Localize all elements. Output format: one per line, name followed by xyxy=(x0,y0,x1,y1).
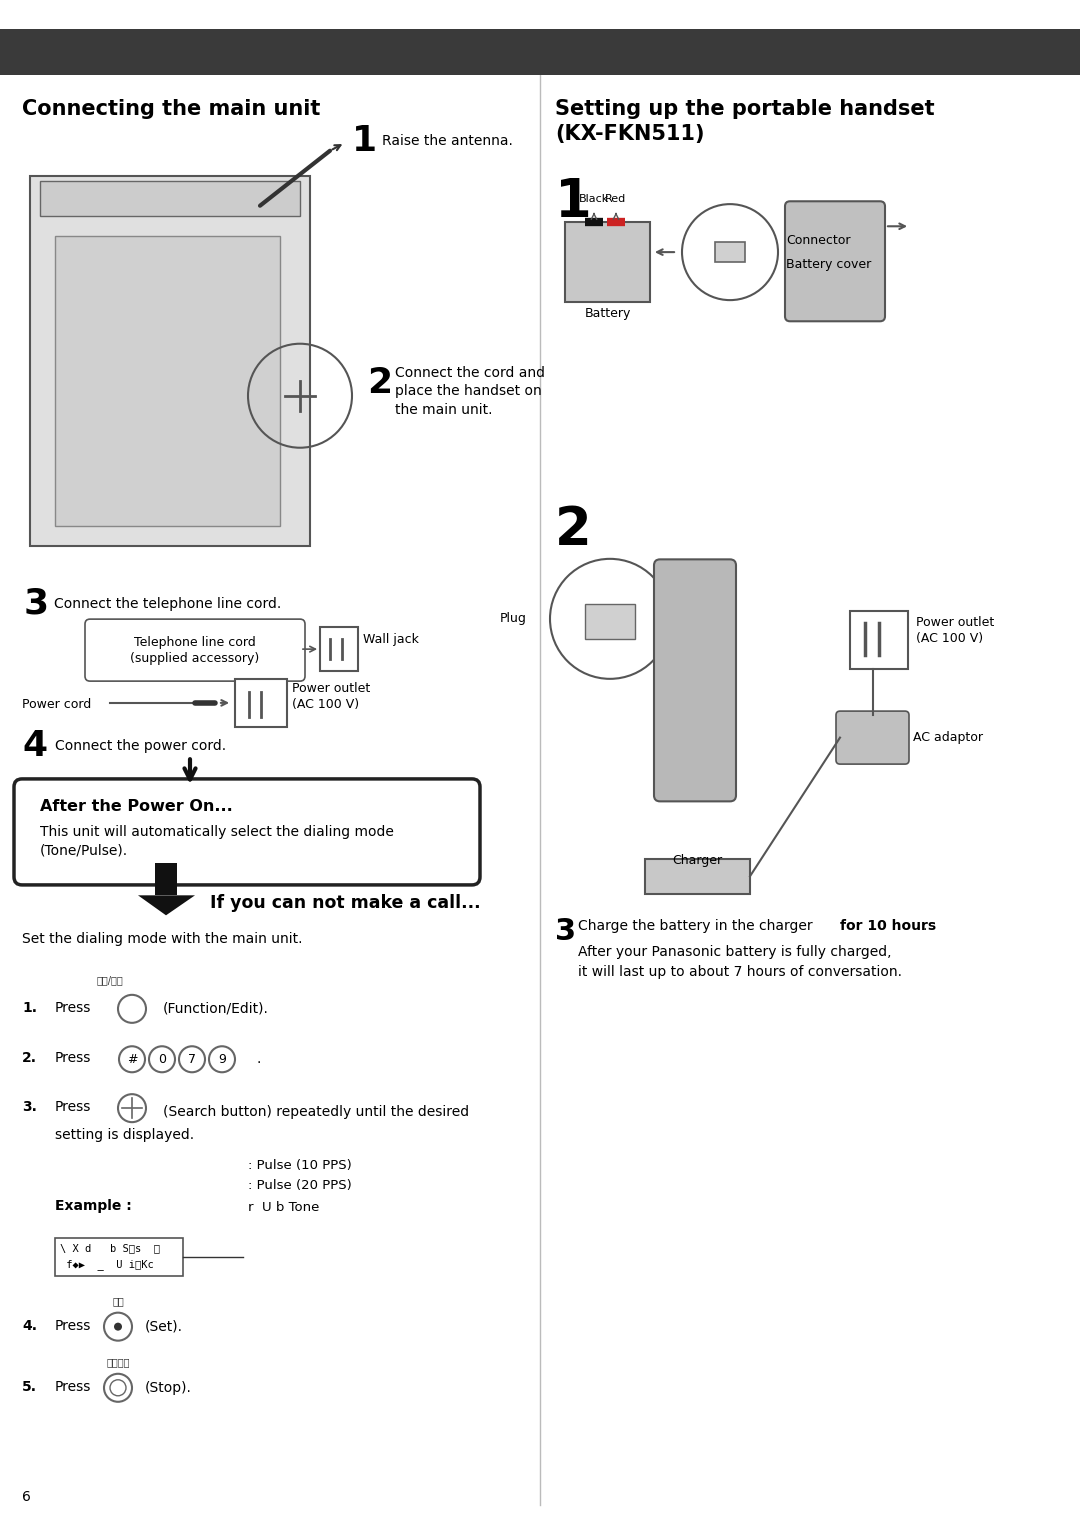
Text: (Search button) repeatedly until the desired: (Search button) repeatedly until the des… xyxy=(163,1105,469,1118)
Text: (Function/Edit).: (Function/Edit). xyxy=(163,1002,269,1016)
Text: If you can not make a call...: If you can not make a call... xyxy=(210,894,481,912)
Bar xyxy=(55,1238,183,1276)
Text: Telephone line cord
(supplied accessory): Telephone line cord (supplied accessory) xyxy=(131,636,259,665)
Text: This unit will automatically select the dialing mode
(Tone/Pulse).: This unit will automatically select the … xyxy=(40,825,394,857)
Text: ストップ: ストップ xyxy=(106,1357,130,1368)
Bar xyxy=(585,604,635,639)
Text: Press: Press xyxy=(55,1001,92,1015)
Text: 決定: 決定 xyxy=(112,1296,124,1306)
Text: After your Panasonic battery is fully charged,: After your Panasonic battery is fully ch… xyxy=(578,944,891,958)
Text: 3: 3 xyxy=(555,917,576,946)
Text: Power cord: Power cord xyxy=(22,698,91,711)
Text: 1: 1 xyxy=(555,176,592,228)
Text: \ X d   b S、s  ㄐ: \ X d b S、s ㄐ xyxy=(60,1242,160,1253)
Text: f◆▶  _  U iㄐKc: f◆▶ _ U iㄐKc xyxy=(60,1259,153,1270)
Text: Black: Black xyxy=(579,194,609,203)
Text: Example :: Example : xyxy=(55,1199,132,1213)
Text: 0: 0 xyxy=(158,1053,166,1065)
Bar xyxy=(715,241,745,263)
Text: Connect the cord and
place the handset on
the main unit.: Connect the cord and place the handset o… xyxy=(395,365,545,417)
Text: r  U b Tone: r U b Tone xyxy=(248,1201,320,1215)
Bar xyxy=(850,611,908,669)
Text: 5.: 5. xyxy=(22,1380,37,1394)
Bar xyxy=(55,235,280,526)
Circle shape xyxy=(114,1323,122,1331)
Text: for 10 hours: for 10 hours xyxy=(840,918,936,932)
Text: Power outlet
(AC 100 V): Power outlet (AC 100 V) xyxy=(916,616,995,645)
Text: Wall jack: Wall jack xyxy=(363,633,419,646)
Text: 7: 7 xyxy=(188,1053,195,1065)
FancyBboxPatch shape xyxy=(85,619,305,681)
Text: setting is displayed.: setting is displayed. xyxy=(55,1128,194,1141)
Text: 6: 6 xyxy=(22,1490,31,1504)
Text: After the Power On...: After the Power On... xyxy=(40,799,233,814)
FancyBboxPatch shape xyxy=(785,202,885,321)
Text: 9: 9 xyxy=(218,1053,226,1065)
Text: (Stop).: (Stop). xyxy=(145,1381,192,1395)
Text: 機能/修正: 機能/修正 xyxy=(96,975,123,986)
Text: Battery cover: Battery cover xyxy=(786,258,872,270)
Text: Red: Red xyxy=(606,194,626,203)
Text: Connecting the main unit: Connecting the main unit xyxy=(22,99,321,119)
Text: Set the dialing mode with the main unit.: Set the dialing mode with the main unit. xyxy=(22,932,302,946)
Bar xyxy=(645,859,750,894)
Text: : Pulse (20 PPS): : Pulse (20 PPS) xyxy=(248,1180,352,1192)
Text: Press: Press xyxy=(55,1380,92,1394)
Text: Installations and connections: Installations and connections xyxy=(22,26,415,50)
Text: 4.: 4. xyxy=(22,1319,37,1332)
Text: Press: Press xyxy=(55,1319,92,1332)
Bar xyxy=(565,222,650,301)
Text: 1: 1 xyxy=(352,124,377,157)
Text: : Pulse (10 PPS): : Pulse (10 PPS) xyxy=(248,1160,352,1172)
Text: .: . xyxy=(257,1053,261,1067)
Bar xyxy=(320,626,357,671)
Bar xyxy=(30,176,310,545)
Text: 2: 2 xyxy=(555,504,592,556)
Bar xyxy=(235,678,287,727)
Text: #: # xyxy=(126,1053,137,1065)
Bar xyxy=(156,863,177,895)
Text: Press: Press xyxy=(55,1100,92,1114)
Text: Connector: Connector xyxy=(786,234,851,246)
Text: Press: Press xyxy=(55,1051,92,1065)
Text: 1.: 1. xyxy=(22,1001,37,1015)
Polygon shape xyxy=(138,895,195,915)
Text: it will last up to about 7 hours of conversation.: it will last up to about 7 hours of conv… xyxy=(578,964,902,979)
Text: AC adaptor: AC adaptor xyxy=(913,730,983,744)
Text: Charger: Charger xyxy=(673,854,723,866)
Text: (Set).: (Set). xyxy=(145,1320,183,1334)
Text: 3.: 3. xyxy=(22,1100,37,1114)
Text: Battery: Battery xyxy=(584,307,631,319)
FancyBboxPatch shape xyxy=(654,559,735,801)
Text: Connect the telephone line cord.: Connect the telephone line cord. xyxy=(54,596,281,611)
Text: Plug: Plug xyxy=(500,613,527,625)
Text: Charge the battery in the charger: Charge the battery in the charger xyxy=(578,918,816,932)
Bar xyxy=(0,29,1080,75)
FancyBboxPatch shape xyxy=(836,711,909,764)
Bar xyxy=(40,180,300,215)
Text: Connect the power cord.: Connect the power cord. xyxy=(55,738,226,753)
Text: Setting up the portable handset
(KX-FKN511): Setting up the portable handset (KX-FKN5… xyxy=(555,99,934,144)
Text: 2: 2 xyxy=(367,365,392,400)
Text: 3: 3 xyxy=(24,587,49,620)
Text: .: . xyxy=(922,918,927,932)
Text: Raise the antenna.: Raise the antenna. xyxy=(382,134,513,148)
FancyBboxPatch shape xyxy=(14,779,480,885)
Text: Power outlet
(AC 100 V): Power outlet (AC 100 V) xyxy=(292,683,370,712)
Text: 4: 4 xyxy=(22,729,48,762)
Text: 2.: 2. xyxy=(22,1051,37,1065)
